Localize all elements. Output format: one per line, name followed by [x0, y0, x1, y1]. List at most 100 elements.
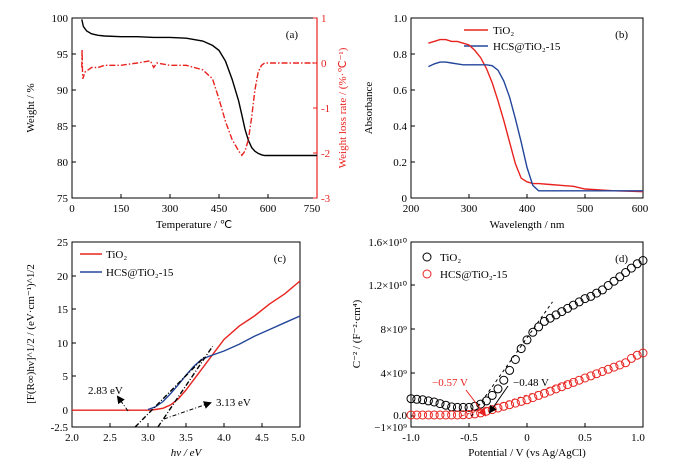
panel-a-y2tick-label: 1 — [321, 13, 327, 25]
panel-b-ytick-label: 0.2 — [393, 157, 407, 169]
panel-d-ylabel: C⁻² / (F⁻²·cm⁴) — [351, 299, 363, 368]
panel-b-ytick-label: 1.0 — [393, 13, 407, 25]
panel-a-xtick-label: 600 — [260, 203, 277, 215]
panel-b-ytick-label: 0.8 — [393, 49, 407, 61]
panel-d-ytick-label: 8×10⁹ — [380, 324, 407, 336]
panel-a-y2label: Weight loss rate / (%·℃⁻¹) — [337, 47, 349, 168]
panel-d-annotations: −0.57 V −0.48 V — [432, 377, 549, 417]
panel-b-ytick-label: 0 — [402, 193, 408, 205]
panel-c-ylabel: [F(R∞)hν]^1/2 / (eV·cm⁻¹)^1/2 — [25, 264, 37, 404]
panel-d-point-1-24 — [545, 386, 555, 396]
panel-b-plot — [428, 38, 644, 193]
panel-d-point-0-36 — [615, 272, 625, 282]
panel-d: -1.0 -0.5 0 0.5 1.0 −1×10⁹ 0.0 4×10⁹ 8×1… — [351, 237, 648, 459]
panel-d-xtick-label: 0.5 — [578, 432, 592, 444]
panel-d-point-0-0 — [406, 394, 416, 404]
panel-a-ytick-label: 95 — [57, 49, 69, 61]
panel-d-point-0-35 — [609, 276, 619, 286]
annotation-arrow-2.83 — [116, 395, 129, 412]
panel-a-ytick-label: 90 — [57, 85, 69, 97]
panel-d-point-1-29 — [574, 375, 584, 385]
legend-marker-hcs — [422, 269, 432, 279]
panel-d-point-1-32 — [592, 369, 602, 379]
panel-d-ytick-label: 0.0 — [393, 410, 407, 422]
panel-c-yticks: -2.5 0 5 10 15 20 25 — [51, 237, 76, 434]
panel-d-point-1-18 — [510, 398, 520, 408]
legend-label-tio2: TiO₂ — [493, 25, 514, 37]
panel-c-ytick-label: 0 — [63, 405, 69, 417]
panel-d-point-0-33 — [597, 285, 607, 295]
panel-d-xtick-label: -1.0 — [402, 432, 420, 444]
panel-d-xticks: -1.0 -0.5 0 0.5 1.0 — [402, 423, 645, 444]
panel-c-label: (c) — [274, 253, 287, 265]
panel-d-point-0-19 — [516, 344, 526, 354]
annotation-0.57: −0.57 V — [432, 377, 468, 389]
panel-d-point-0-20 — [522, 335, 532, 345]
panel-d-point-0-21 — [528, 327, 538, 337]
panel-d-point-0-34 — [603, 281, 613, 290]
panel-d-ytick-label: 1.6×10¹⁰ — [368, 237, 407, 249]
panel-d-point-1-26 — [557, 382, 567, 392]
panel-a-xlabel: Temperature / ℃ — [156, 219, 232, 231]
panel-d-point-1-40 — [638, 348, 648, 358]
panel-c-xtick-label: 3.5 — [179, 432, 193, 444]
panel-d-point-1-5 — [435, 410, 445, 420]
panel-d-xtick-label: 1.0 — [631, 432, 645, 444]
panel-c-xtick-label: 4.5 — [255, 432, 269, 444]
panel-d-yticks: −1×10⁹ 0.0 4×10⁹ 8×10⁹ 1.2×10¹⁰ 1.6×10¹⁰ — [368, 237, 415, 434]
panel-a-xtick-label: 150 — [113, 203, 130, 215]
panel-d-ytick-label: 4×10⁹ — [380, 368, 407, 380]
panel-d-point-1-20 — [522, 395, 532, 405]
panel-a-y2ticks: -3 -2 -1 0 1 — [313, 13, 331, 205]
panel-d-point-1-33 — [597, 367, 607, 376]
panel-d-point-0-30 — [580, 294, 590, 304]
panel-a-xticks: 0 150 300 450 600 750 — [69, 194, 321, 215]
panel-d-point-0-2 — [418, 395, 428, 405]
panel-d-point-0-16 — [499, 375, 509, 385]
annotation-arrow-0.48 — [488, 385, 509, 414]
panel-c-xtick-label: 5.0 — [291, 432, 305, 444]
annotation-0.48: −0.48 V — [513, 377, 549, 389]
panel-a-series-line-0 — [81, 19, 317, 157]
legend-label-tio2: TiO₂ — [106, 249, 127, 261]
panel-a-ylabel: Weight / % — [25, 83, 37, 132]
panel-c-annotations: 2.83 eV 3.13 eV — [88, 385, 251, 420]
panel-d-point-1-25 — [551, 384, 561, 394]
panel-d-point-0-14 — [487, 390, 497, 400]
panel-c-ytick-label: 10 — [57, 338, 69, 350]
panel-c-xtick-label: 3.0 — [141, 432, 155, 444]
panel-b-ytick-label: 0.6 — [393, 85, 407, 97]
panel-a-plot — [81, 19, 317, 157]
panel-d-point-1-8 — [452, 410, 462, 420]
panel-d-point-0-40 — [638, 256, 648, 265]
panel-d-point-0-17 — [505, 365, 515, 375]
panel-b-yticks: 0 0.2 0.4 0.6 0.8 1.0 — [393, 13, 415, 205]
panel-d-point-0-37 — [621, 268, 631, 277]
panel-c-series-line-2 — [134, 355, 206, 428]
panel-a-frame — [71, 17, 318, 199]
panel-c-xtick-label: 4.0 — [217, 432, 231, 444]
panel-d-point-0-15 — [493, 384, 503, 394]
panel-a: 0 150 300 450 600 750 75 80 85 90 95 100 — [25, 13, 349, 231]
panel-a-label: (a) — [286, 29, 299, 41]
panel-b-xtick-label: 500 — [577, 203, 594, 215]
panel-d-ytick-label: −1×10⁹ — [374, 422, 407, 434]
panel-c-xtick-label: 2.5 — [103, 432, 117, 444]
panel-b-series-line-0 — [428, 38, 644, 193]
panel-d-tangent-tio2 — [470, 301, 553, 417]
legend-label-tio2: TiO₂ — [440, 252, 461, 264]
panel-d-point-1-28 — [568, 377, 578, 387]
panel-c-legend: TiO₂ HCS@TiO₂-15 — [80, 249, 174, 279]
panel-d-point-1-36 — [615, 360, 625, 370]
panel-a-xtick-label: 450 — [211, 203, 228, 215]
panel-d-point-1-21 — [528, 393, 538, 403]
panel-d-point-1-19 — [516, 396, 526, 406]
panel-d-point-0-38 — [626, 263, 636, 273]
panel-b-series-line-1 — [428, 61, 643, 192]
legend-marker-tio2 — [422, 252, 432, 262]
panel-c-series-line-1 — [147, 315, 301, 411]
panel-d-point-1-9 — [458, 410, 468, 420]
panel-d-point-1-4 — [429, 410, 439, 420]
annotation-3.13: 3.13 eV — [216, 397, 251, 409]
panel-a-ytick-label: 85 — [57, 121, 69, 133]
